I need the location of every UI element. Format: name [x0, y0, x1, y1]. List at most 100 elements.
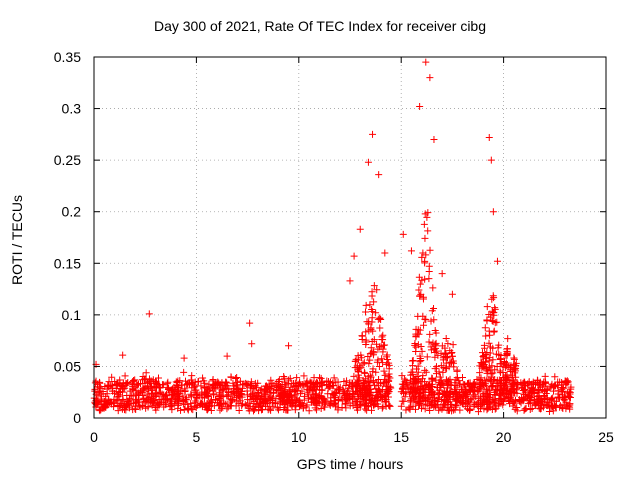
data-point [356, 364, 364, 372]
data-point [333, 385, 341, 393]
data-point [409, 402, 417, 410]
data-point [489, 317, 497, 325]
data-point [285, 397, 293, 405]
data-point [362, 301, 370, 309]
data-point [260, 398, 268, 406]
data-point [356, 401, 364, 409]
data-point [142, 369, 150, 377]
data-point [459, 400, 467, 408]
data-point-notable [285, 342, 293, 350]
data-point [422, 368, 430, 376]
data-point [116, 402, 124, 410]
data-point [216, 406, 224, 414]
data-point [491, 304, 499, 312]
data-point [158, 381, 166, 389]
data-point [499, 390, 507, 398]
data-point [102, 392, 110, 400]
data-point [559, 384, 567, 392]
data-point [140, 394, 148, 402]
data-point-notable [399, 230, 407, 238]
data-point [492, 404, 500, 412]
data-point [350, 372, 358, 380]
data-point [464, 380, 472, 388]
data-point [380, 367, 388, 375]
data-point [267, 393, 275, 401]
data-point [496, 391, 504, 399]
data-point [341, 400, 349, 408]
data-point-notable [426, 74, 434, 82]
data-point [233, 381, 241, 389]
data-point [510, 354, 518, 362]
data-point [368, 314, 376, 322]
data-point [381, 371, 389, 379]
data-point [374, 315, 382, 323]
data-point [487, 370, 495, 378]
data-point-notable [381, 249, 389, 257]
data-point [229, 379, 237, 387]
data-point [172, 395, 180, 403]
data-point [317, 380, 325, 388]
data-point [520, 406, 528, 414]
data-point [313, 406, 321, 414]
data-point [218, 387, 226, 395]
data-point [500, 398, 508, 406]
data-point [509, 379, 517, 387]
data-point [509, 398, 517, 406]
data-point [525, 400, 533, 408]
data-point [249, 385, 257, 393]
data-point [313, 378, 321, 386]
data-point [566, 388, 574, 396]
data-point [417, 393, 425, 401]
data-point [432, 363, 440, 371]
data-point [296, 381, 304, 389]
data-point [437, 349, 445, 357]
data-point [366, 301, 374, 309]
data-point [376, 314, 384, 322]
y-tick-label: 0.35 [54, 49, 81, 65]
data-point [362, 308, 370, 316]
data-point-notable [422, 58, 430, 66]
data-point [326, 383, 334, 391]
data-point [414, 326, 422, 334]
data-point [203, 406, 211, 414]
data-point [323, 377, 331, 385]
data-point [416, 280, 424, 288]
data-point [197, 399, 205, 407]
data-point [446, 375, 454, 383]
data-point [488, 307, 496, 315]
data-point [453, 374, 461, 382]
data-point [483, 303, 491, 311]
data-point [375, 363, 383, 371]
data-point [432, 329, 440, 337]
data-point [421, 366, 429, 374]
data-point [562, 378, 570, 386]
data-point [188, 372, 196, 380]
data-point [282, 406, 290, 414]
data-point [402, 406, 410, 414]
data-point [411, 341, 419, 349]
data-point [346, 402, 354, 410]
data-point [556, 403, 564, 411]
data-point [418, 276, 426, 284]
data-point [341, 391, 349, 399]
data-point [476, 405, 484, 413]
data-point [366, 356, 374, 364]
data-point [489, 356, 497, 364]
data-point [168, 400, 176, 408]
data-point [397, 388, 405, 396]
axis-ticks: 0 5 10 15 20 25 0 0.05 0.1 0.15 0.2 0.25 0.3 0.35 [54, 49, 614, 445]
data-point [138, 401, 146, 409]
data-point [172, 381, 180, 389]
data-point [236, 390, 244, 398]
data-point [348, 379, 356, 387]
data-point [232, 375, 240, 383]
data-point [499, 368, 507, 376]
data-point [403, 381, 411, 389]
data-point [496, 360, 504, 368]
data-point [369, 365, 377, 373]
data-point [420, 220, 428, 228]
data-point [415, 400, 423, 408]
data-point [421, 382, 429, 390]
data-point [440, 364, 448, 372]
data-point [192, 397, 200, 405]
